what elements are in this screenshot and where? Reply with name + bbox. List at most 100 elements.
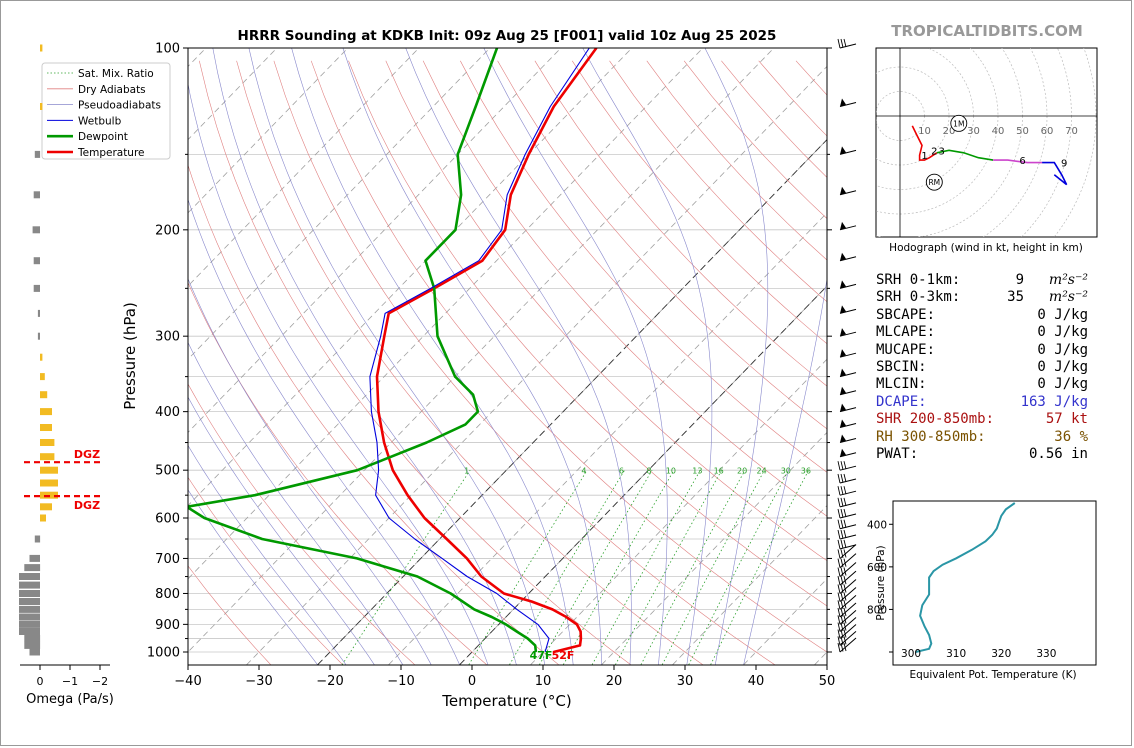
barb-flag	[840, 419, 846, 428]
dry-adiabat-line	[236, 60, 703, 665]
pseudoadiabat-line	[483, 48, 668, 665]
stat-label: DCAPE:	[876, 393, 927, 410]
barb-feather	[840, 473, 844, 483]
omega-bar	[40, 479, 58, 487]
barb-flag	[840, 349, 846, 358]
dgz-label-top: DGZ	[74, 448, 100, 461]
barb-flag	[840, 434, 846, 443]
wind-barb	[837, 579, 857, 594]
isotherm-line	[188, 48, 420, 287]
hodograph-ring-label: 70	[1065, 126, 1078, 137]
barb-feather	[843, 508, 847, 518]
theta-e-x-tick-label: 310	[946, 648, 966, 660]
pseudoadiabat-line	[704, 48, 769, 665]
omega-bar	[40, 353, 43, 361]
barb-flag	[840, 186, 846, 195]
dry-adiabat-line	[497, 60, 827, 430]
dry-adiabat-line	[188, 383, 416, 665]
wind-barb	[839, 368, 857, 378]
hodograph-ring-label: 20	[943, 126, 956, 137]
wind-barb	[837, 461, 857, 471]
barb-flag	[840, 252, 846, 261]
omega-bar	[40, 391, 48, 399]
isotherm-line	[188, 48, 491, 360]
wind-barb	[839, 349, 857, 358]
wind-barb	[837, 562, 857, 577]
skewt-profiles	[188, 48, 598, 654]
barb-feather	[843, 549, 847, 558]
stat-row: RH 300-850mb: 36 %	[876, 429, 1106, 446]
barb-feather	[843, 519, 847, 528]
omega-bar	[29, 648, 40, 656]
omega-tick-label: −1	[62, 675, 78, 688]
barb-flag	[840, 280, 846, 289]
isotherm-line	[188, 48, 704, 580]
wind-barb	[837, 544, 857, 559]
profile-dewpoint	[188, 48, 538, 653]
dry-adiabat-line	[385, 60, 827, 562]
omega-bar	[19, 605, 40, 613]
pseudoadiabat-line	[188, 198, 460, 665]
mixing-ratio-label: 6	[619, 466, 624, 475]
stat-row: SBCAPE: 0 J/kg	[876, 307, 1106, 324]
dry-adiabat-line	[273, 60, 775, 665]
hodograph-segment	[936, 149, 994, 161]
hodograph-ring-label: 50	[1016, 126, 1029, 137]
stat-value: 163 J/kg	[1020, 393, 1088, 410]
barb-staff	[839, 308, 857, 314]
omega-bar	[33, 257, 40, 265]
barb-flag	[840, 448, 846, 457]
barb-feather	[843, 607, 847, 617]
stat-value: 0 J/kg	[1037, 358, 1088, 375]
wind-barbs	[837, 38, 857, 653]
barb-feather	[837, 584, 841, 594]
barb-feather	[840, 584, 844, 594]
barb-flag	[840, 221, 846, 230]
hodograph-ring-label: 40	[992, 126, 1005, 137]
barb-feather	[840, 636, 844, 645]
stat-label: SHR 200-850mb:	[876, 411, 995, 428]
x-tick-label: 0	[468, 674, 476, 689]
wind-barb	[837, 637, 857, 653]
isotherm-line	[188, 48, 349, 214]
barb-feather	[840, 592, 844, 602]
wind-barb	[837, 497, 857, 508]
isotherm-line	[0, 35, 6, 665]
stat-value: 0 J/kg	[1037, 376, 1088, 393]
omega-bar	[19, 620, 40, 628]
barb-feather	[837, 607, 841, 618]
profile-wetbulb	[369, 48, 590, 653]
barb-feather	[837, 629, 841, 639]
barb-flag	[840, 386, 846, 395]
pseudoadiabat-line	[405, 48, 632, 665]
wind-barb	[839, 252, 857, 262]
barb-flag	[840, 368, 846, 377]
mixing-ratio-line	[509, 469, 625, 665]
wind-barb	[837, 594, 857, 610]
isotherm-line	[246, 65, 827, 665]
dry-adiabat-line	[188, 164, 559, 665]
omega-bar	[29, 554, 40, 562]
pseudoadiabat-line	[342, 48, 602, 665]
hodograph: 10 20 30 40 50 60 70 1 2 3 6 9 1M RM	[876, 48, 1097, 237]
barb-feather	[840, 642, 844, 652]
barb-feather	[843, 497, 847, 506]
mixing-ratio-label: 4	[581, 466, 586, 475]
theta-e-ylabel: Pressure (hPa)	[875, 545, 887, 620]
omega-bar	[32, 226, 40, 234]
omega-tick-label: 0	[37, 675, 44, 688]
theta-e-y-tick-label: 800	[867, 604, 887, 616]
wind-barb	[839, 419, 857, 429]
barb-feather	[843, 600, 847, 609]
mixing-ratio-line	[640, 470, 746, 665]
stat-row: SBCIN: 0 J/kg	[876, 359, 1106, 376]
mixing-ratio-line	[615, 470, 723, 665]
hodograph-segment	[993, 159, 1043, 164]
brand-watermark: TROPICALTIDBITS.COM	[891, 22, 1083, 40]
barb-feather	[837, 38, 841, 49]
stat-value: 57 kt	[1045, 411, 1088, 428]
x-tick-label: 50	[819, 674, 836, 689]
x-tick-label: −40	[174, 674, 201, 689]
mixing-ratio-line	[661, 470, 765, 665]
stat-unit: m²s⁻²	[1048, 289, 1088, 306]
